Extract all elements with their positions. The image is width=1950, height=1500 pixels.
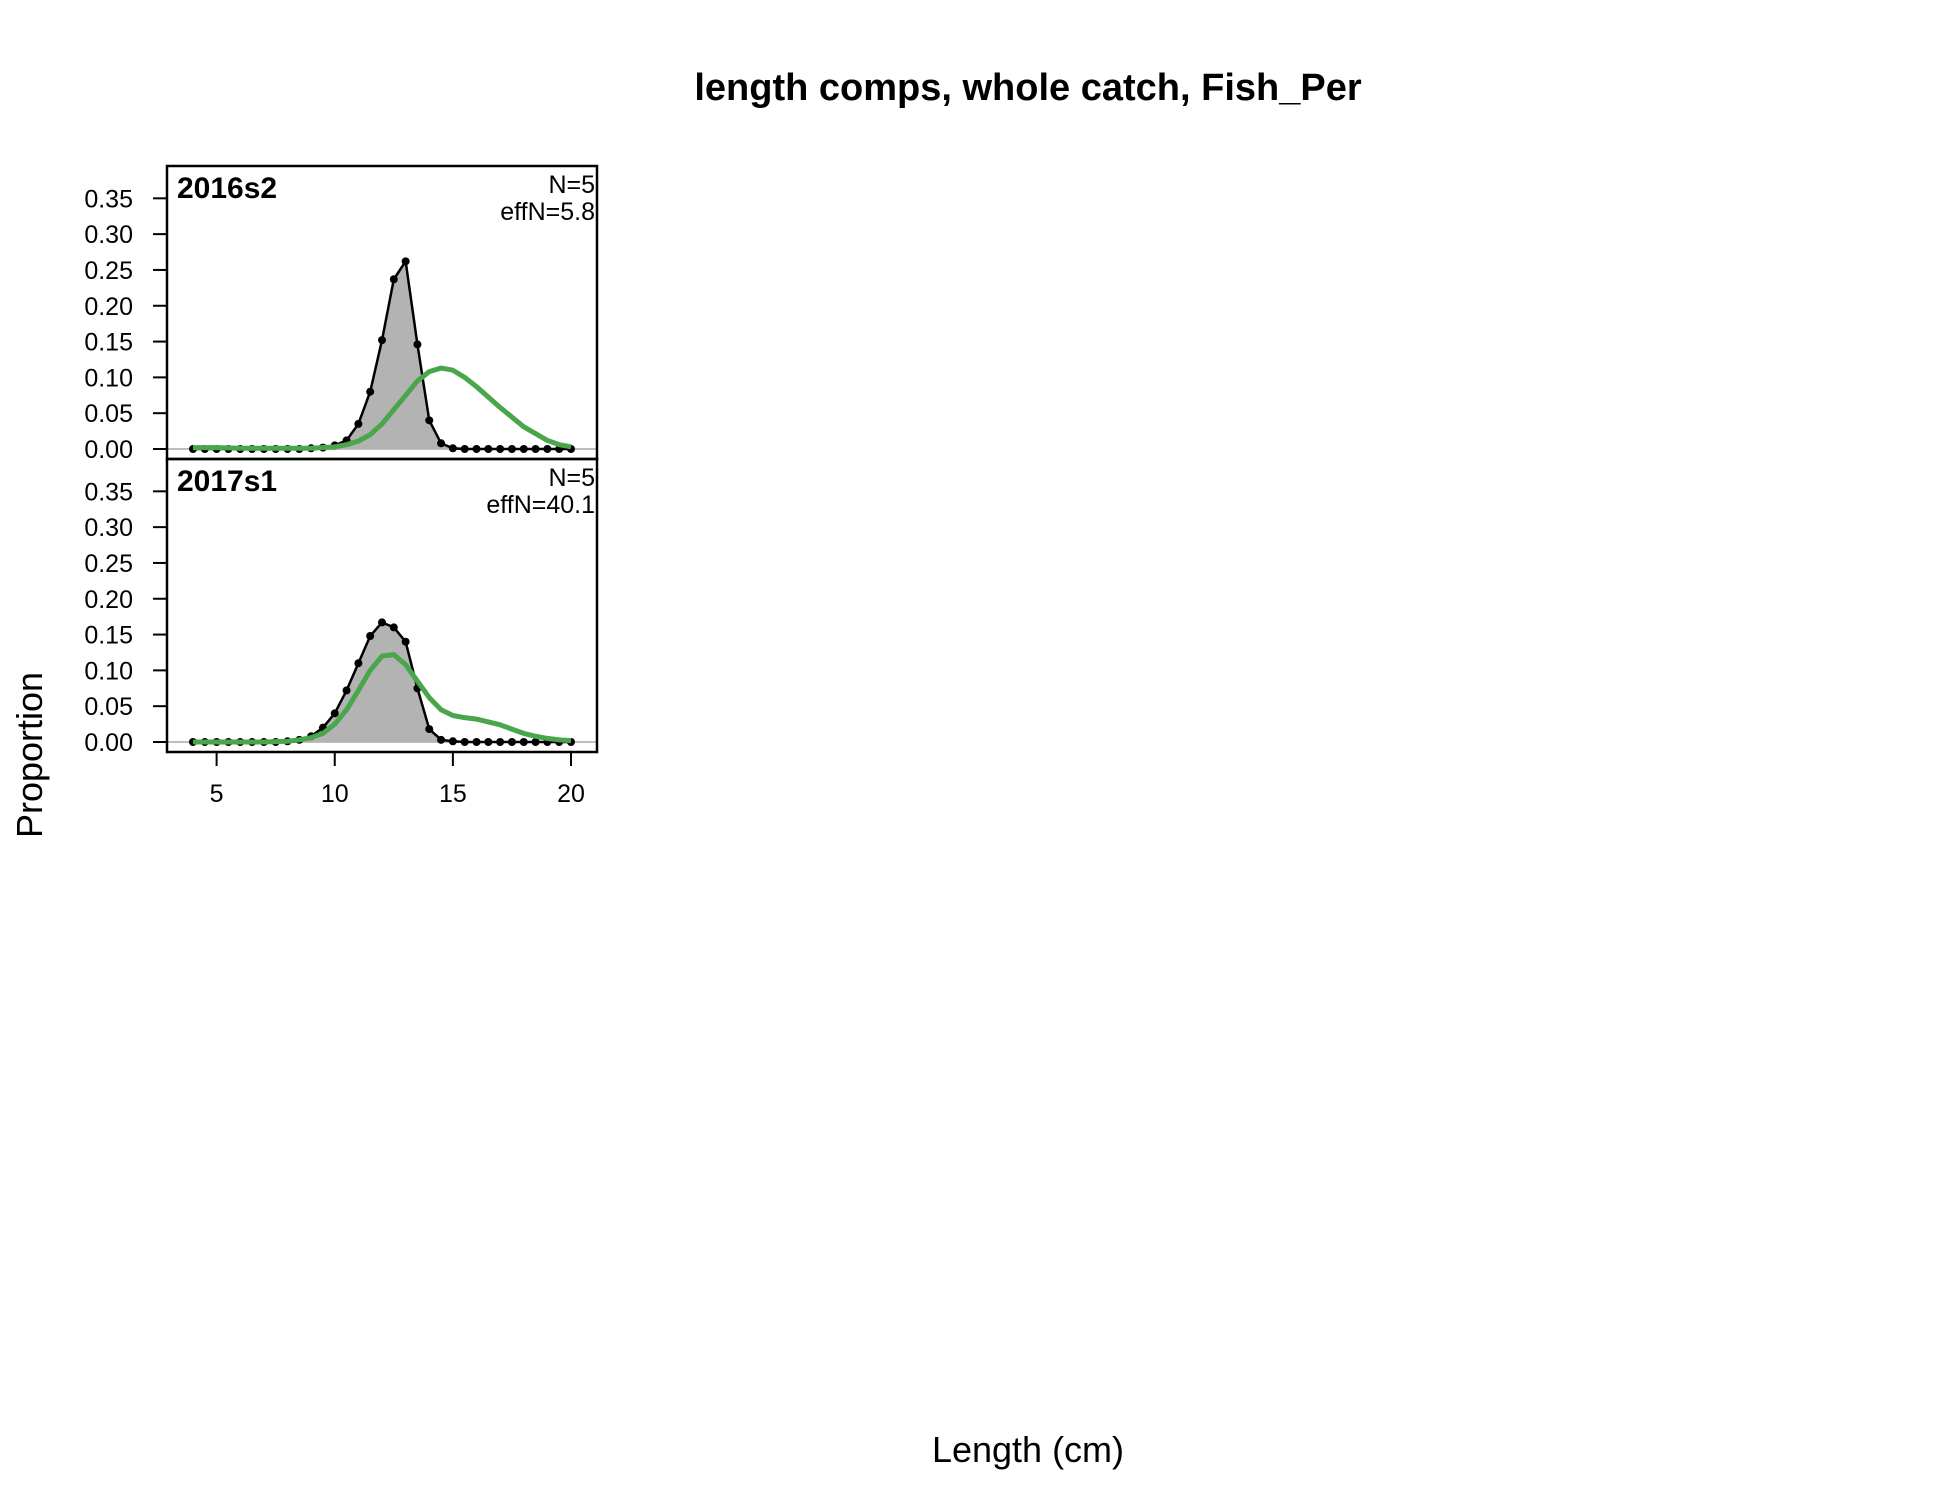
- observed-point: [437, 439, 446, 448]
- observed-point: [460, 445, 469, 453]
- observed-point: [366, 387, 375, 396]
- expected-line: [192, 652, 572, 745]
- panel-label: 2016s2: [177, 172, 277, 205]
- observed-point: [531, 738, 540, 746]
- observed-point: [472, 738, 481, 746]
- observed-point: [342, 686, 351, 695]
- y-tick-label: 0.35: [84, 478, 133, 506]
- observed-fill-area: [192, 622, 572, 742]
- observed-point: [354, 659, 363, 668]
- y-tick-label: 0.20: [84, 586, 133, 614]
- observed-point: [425, 725, 434, 734]
- observed-point: [401, 257, 410, 266]
- y-tick-label: 0.25: [84, 550, 133, 578]
- panel-n-text: N=5: [548, 464, 595, 492]
- panel-label: 2017s1: [177, 465, 277, 498]
- y-tick-label: 0.20: [84, 293, 133, 321]
- observed-point: [519, 738, 528, 746]
- panel-frame: [165, 457, 599, 754]
- observed-point: [496, 445, 505, 453]
- observed-point: [366, 632, 375, 640]
- y-tick-label: 0.10: [84, 657, 133, 685]
- observed-point: [531, 445, 540, 453]
- y-tick-label: 0.15: [84, 622, 133, 650]
- y-tick-label: 0.00: [84, 729, 133, 757]
- observed-point: [507, 738, 516, 746]
- observed-point: [519, 445, 528, 453]
- observed-point: [330, 709, 339, 718]
- x-tick-label: 15: [439, 780, 467, 808]
- observed-point: [425, 416, 434, 425]
- observed-point: [472, 445, 481, 453]
- observed-point: [448, 444, 457, 453]
- observed-point: [437, 735, 446, 744]
- observed-point: [413, 340, 422, 349]
- chart-title: length comps, whole catch, Fish_Per: [694, 67, 1361, 109]
- observed-point: [496, 738, 505, 746]
- panel-n-text: N=5: [548, 171, 595, 199]
- expected-line: [192, 365, 572, 451]
- panel-effn-text: effN=40.1: [486, 491, 595, 519]
- y-tick-label: 0.05: [84, 400, 133, 428]
- observed-point: [484, 445, 493, 453]
- y-tick-label: 0.35: [84, 185, 133, 213]
- x-axis-title: Length (cm): [932, 1429, 1124, 1470]
- y-tick-label: 0.30: [84, 221, 133, 249]
- panel-effn-text: effN=5.8: [500, 198, 595, 226]
- x-tick-label: 10: [321, 780, 349, 808]
- observed-point: [460, 738, 469, 746]
- observed-point: [354, 419, 363, 428]
- y-tick-label: 0.10: [84, 364, 133, 392]
- observed-point: [401, 637, 410, 646]
- y-tick-label: 0.05: [84, 693, 133, 721]
- y-tick-label: 0.25: [84, 257, 133, 285]
- observed-point: [378, 336, 386, 345]
- y-tick-label: 0.00: [84, 436, 133, 464]
- observed-point: [448, 737, 457, 746]
- observed-fill-area: [192, 261, 572, 449]
- panel-2016s2: 0.00 0.05 0.10 0.15 0.20 0.25 0.30 0.35 2016s2 N=…: [84, 164, 599, 464]
- observed-point: [507, 445, 516, 453]
- x-tick-label: 5: [210, 780, 224, 808]
- y-tick-label: 0.30: [84, 514, 133, 542]
- observed-point: [378, 618, 386, 627]
- observed-point: [389, 623, 398, 632]
- observed-point: [484, 738, 493, 746]
- y-axis-title: Proportion: [9, 672, 50, 838]
- observed-point: [543, 445, 552, 453]
- panels-layer: 0.00 0.05 0.10 0.15 0.20 0.25 0.30 0.35 2016s2 N=…: [84, 164, 599, 808]
- y-tick-label: 0.15: [84, 329, 133, 357]
- panel-2017s1: 0.00 0.05 0.10 0.15 0.20 0.25 0.30 0.35 2017s1 N=…: [84, 457, 599, 808]
- x-tick-label: 20: [557, 780, 585, 808]
- observed-point: [389, 275, 398, 284]
